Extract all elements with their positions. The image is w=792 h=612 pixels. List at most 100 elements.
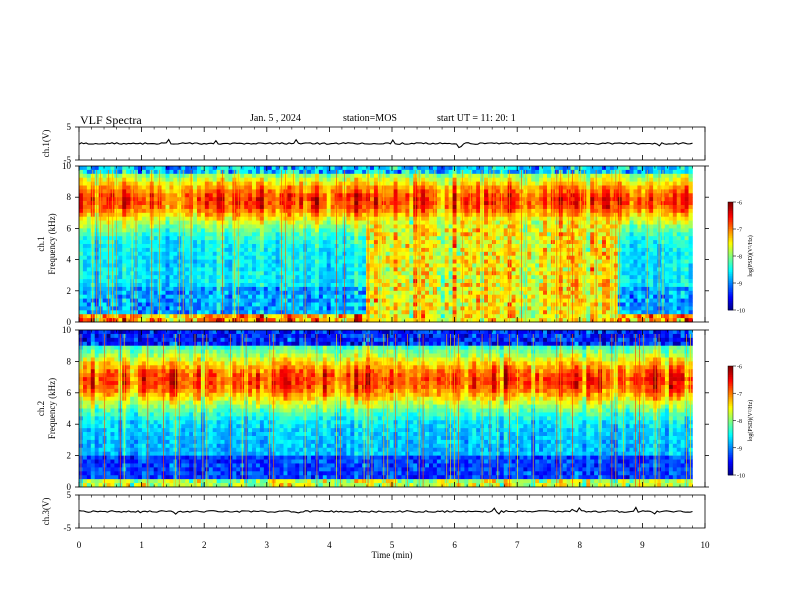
colorbar-step — [728, 395, 733, 398]
colorbar-step — [728, 268, 733, 271]
colorbar-step — [728, 467, 733, 470]
colorbar-step — [728, 431, 733, 434]
colorbar-step — [728, 411, 733, 414]
colorbar-step — [728, 375, 733, 378]
signal-line-3 — [78, 506, 693, 515]
colorbar-step — [728, 418, 733, 421]
date-label: Jan. 5 , 2024 — [250, 113, 301, 124]
colorbar-step — [728, 393, 733, 396]
colorbar-step — [728, 366, 733, 369]
colorbar-step — [728, 387, 733, 391]
colorbar-step — [728, 384, 733, 387]
ylabel-frequency: Frequency (kHz) — [47, 213, 57, 274]
colorbar-step — [728, 306, 733, 309]
signal-line-0 — [78, 138, 693, 149]
colorbar-step — [728, 469, 733, 472]
chart-title: VLF Spectra — [80, 113, 142, 127]
colorbar-step — [728, 292, 733, 295]
colorbar-step — [728, 440, 733, 443]
colorbar-step — [728, 257, 733, 260]
colorbar-tick-label: -6 — [737, 201, 742, 207]
spectrogram-2 — [79, 330, 705, 488]
xtick-label: 8 — [578, 540, 583, 550]
colorbar-step — [728, 290, 733, 293]
colorbar-tick-label: -6 — [737, 365, 742, 371]
colorbar-step — [728, 229, 733, 232]
colorbar-step — [728, 299, 733, 302]
colorbar-step — [728, 238, 733, 241]
station-label: station=MOS — [343, 113, 397, 124]
xtick-label: 9 — [640, 540, 645, 550]
colorbar-step — [728, 451, 733, 454]
colorbar-step — [728, 304, 733, 307]
colorbar-step — [728, 297, 733, 300]
colorbar-step — [728, 250, 733, 253]
colorbar-step — [728, 275, 733, 278]
colorbar-step — [728, 266, 733, 269]
colorbar-step — [728, 373, 733, 376]
ytick-label: -5 — [64, 155, 72, 165]
xtick-label: 10 — [701, 540, 711, 550]
colorbar-step — [728, 211, 733, 214]
colorbar-step — [728, 301, 733, 304]
colorbar-step — [728, 378, 733, 381]
xtick-label: 7 — [515, 540, 520, 550]
xtick-label: 2 — [202, 540, 207, 550]
colorbar-step — [728, 429, 733, 432]
xtick-label: 5 — [390, 540, 395, 550]
colorbar-step — [728, 407, 733, 410]
colorbar-step — [728, 218, 733, 221]
colorbar-step — [728, 277, 733, 280]
colorbar-step — [728, 227, 733, 230]
colorbar-tick-label: -9 — [737, 446, 742, 452]
ytick-label: 0 — [67, 482, 72, 492]
ytick-label: 8 — [67, 192, 72, 202]
ytick-label: 0 — [67, 317, 72, 327]
colorbar-step — [728, 270, 733, 273]
colorbar-step — [728, 293, 733, 296]
colorbar-step — [728, 295, 733, 298]
colorbar-step — [728, 230, 733, 233]
colorbar-step — [728, 248, 733, 251]
colorbar-tick-label: -8 — [737, 419, 742, 425]
colorbar-step — [728, 409, 733, 412]
colorbar-step — [728, 376, 733, 380]
colorbar-step — [728, 400, 733, 403]
ytick-label: 2 — [67, 286, 72, 296]
colorbar-step — [728, 404, 733, 407]
colorbar-step — [728, 436, 733, 440]
colorbar-step — [728, 247, 733, 250]
colorbar-step — [728, 234, 733, 237]
colorbar-step — [728, 369, 733, 372]
colorbar-label: log(PSD)(V²/Hz) — [747, 400, 754, 441]
colorbar-step — [728, 415, 733, 418]
colorbar-step — [728, 413, 733, 416]
spectrogram-1 — [79, 166, 705, 323]
colorbar-step — [728, 263, 733, 266]
colorbar-step — [728, 241, 733, 244]
colorbar-step — [728, 460, 733, 463]
colorbar-step — [728, 416, 733, 420]
ytick-label: 4 — [67, 255, 72, 265]
colorbar-tick-label: -7 — [737, 392, 742, 398]
xtick-label: 3 — [265, 540, 270, 550]
colorbar-step — [728, 221, 733, 224]
colorbar-step — [728, 202, 733, 205]
colorbar-step — [728, 203, 733, 206]
colorbar-step — [728, 425, 733, 429]
colorbar-step — [728, 239, 733, 242]
colorbar-step — [728, 283, 733, 286]
colorbar-step — [728, 236, 733, 239]
colorbar-step — [728, 464, 733, 467]
colorbar-step — [728, 232, 733, 235]
colorbar-step — [728, 308, 733, 311]
colorbar-step — [728, 245, 733, 248]
ytick-label: 6 — [67, 223, 72, 233]
colorbar-step — [728, 427, 733, 430]
ylabel-frequency: Frequency (kHz) — [47, 378, 57, 439]
ytick-label: 5 — [67, 122, 72, 132]
colorbar-tick-label: -10 — [737, 474, 745, 480]
colorbar-step — [728, 274, 733, 277]
colorbar-step — [728, 438, 733, 441]
colorbar-step — [728, 302, 733, 305]
